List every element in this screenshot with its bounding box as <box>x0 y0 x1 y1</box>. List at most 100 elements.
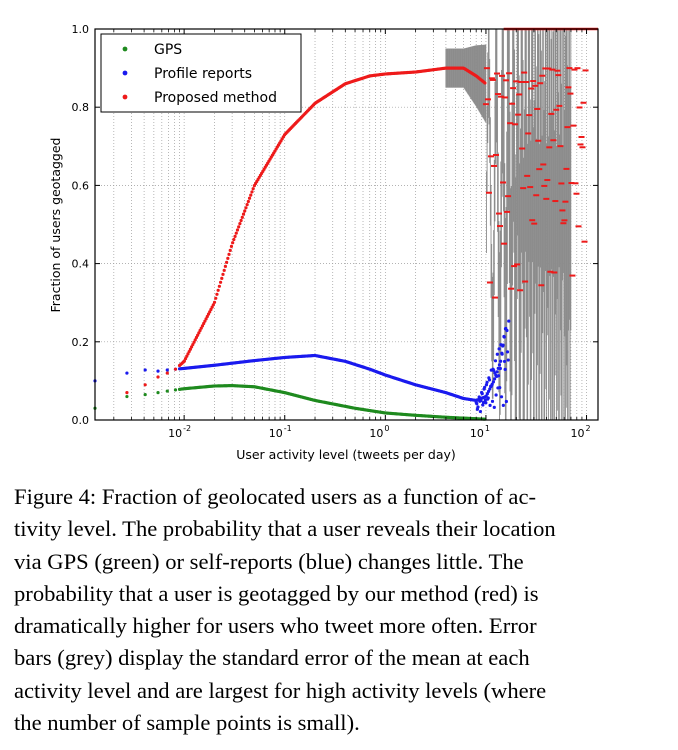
data-point <box>211 303 215 307</box>
data-point <box>244 206 248 210</box>
figure-caption: Figure 4: Fraction of geolocated users a… <box>14 481 662 739</box>
caption-line: bars (grey) display the standard error o… <box>14 645 530 671</box>
data-point <box>501 344 505 348</box>
data-point <box>243 209 247 213</box>
data-point <box>498 366 502 371</box>
data-point <box>165 371 169 375</box>
data-point <box>498 386 502 390</box>
data-point <box>225 260 229 264</box>
data-point <box>492 405 496 409</box>
legend-entry-profile-reports: Profile reports <box>122 66 252 82</box>
data-point <box>497 363 502 367</box>
x-tick-exponent: 0 <box>384 424 389 433</box>
plot-frame <box>94 28 599 421</box>
data-point <box>220 276 224 280</box>
data-point <box>485 392 489 396</box>
data-point <box>481 403 485 407</box>
data-point <box>477 395 481 399</box>
y-axis-label: Fraction of users geotagged <box>48 138 63 313</box>
data-point <box>223 264 228 268</box>
data-point <box>486 389 491 393</box>
data-point <box>173 367 178 371</box>
x-tick-label: 10 1 <box>470 424 490 440</box>
x-tick-label: 10 2 <box>571 424 591 440</box>
data-point <box>125 394 129 399</box>
data-point <box>245 203 249 207</box>
y-tick-label: 0.2 <box>72 336 90 349</box>
data-point <box>240 215 244 219</box>
caption-line: dramatically higher for users who tweet … <box>14 613 537 639</box>
data-point <box>238 222 242 226</box>
data-point <box>251 187 255 191</box>
data-point <box>481 400 486 405</box>
x-tick-label: 10 -1 <box>269 424 292 440</box>
data-point <box>484 394 488 398</box>
x-tick-base: 10 <box>470 427 484 440</box>
legend-entries: GPS Profile reports Proposed method <box>122 42 277 106</box>
data-point <box>490 383 494 387</box>
data-point <box>483 385 487 389</box>
data-point <box>493 359 498 363</box>
data-point <box>233 234 237 238</box>
data-point <box>165 368 169 372</box>
legend-entry-proposed-method: Proposed method <box>122 90 277 106</box>
data-point <box>156 369 160 373</box>
data-point <box>502 359 507 364</box>
series-profile-reports <box>93 319 511 414</box>
x-tick-exponent: -1 <box>284 424 292 433</box>
data-point <box>494 393 498 397</box>
data-point <box>247 196 252 200</box>
data-point <box>229 244 234 248</box>
x-tick-exponent: 1 <box>485 424 490 433</box>
data-point <box>503 367 507 371</box>
caption-line: tivity level. The probability that a use… <box>14 516 556 542</box>
data-point <box>125 371 129 375</box>
x-tick-exponent: 2 <box>586 424 591 433</box>
data-point <box>216 288 220 292</box>
data-point <box>221 272 225 276</box>
data-point <box>486 396 490 400</box>
data-point <box>165 389 169 393</box>
data-point <box>239 218 243 223</box>
figure-4-chart: 0.00.20.40.60.81.010 -2 10 -1 10 0 10 1 10 2 User… <box>48 23 599 462</box>
legend-box <box>100 33 302 113</box>
x-tick-base: 10 <box>571 427 585 440</box>
data-point <box>125 391 129 395</box>
data-point <box>500 352 504 356</box>
legend-label: Proposed method <box>154 90 277 106</box>
data-point <box>156 375 160 379</box>
x-tick-label: 10 -2 <box>168 424 191 440</box>
data-point <box>250 190 254 194</box>
data-point <box>479 398 483 403</box>
y-tick-label: 1.0 <box>72 23 90 36</box>
data-point <box>493 371 497 375</box>
data-point <box>234 231 238 235</box>
y-tick-label: 0.4 <box>72 258 90 271</box>
caption-line: via GPS (green) or self-reports (blue) c… <box>14 548 524 574</box>
data-point <box>488 387 492 391</box>
caption-line: probability that a user is geotagged by … <box>14 580 539 606</box>
caption-line: activity level and are largest for high … <box>14 677 547 703</box>
caption-line: Figure 4: Fraction of geolocated users a… <box>14 484 536 509</box>
data-point <box>227 252 231 256</box>
data-point <box>143 368 147 372</box>
legend-label: GPS <box>154 42 182 58</box>
legend-entry-gps: GPS <box>122 42 182 58</box>
data-point <box>499 359 503 363</box>
data-point <box>215 292 219 296</box>
data-point <box>496 374 501 378</box>
data-point <box>246 199 250 204</box>
data-point <box>493 377 497 381</box>
legend-marker <box>122 94 128 100</box>
data-point <box>483 398 487 402</box>
data-point <box>218 280 223 284</box>
legend-marker <box>122 70 128 76</box>
y-tick-label: 0.0 <box>72 414 90 427</box>
data-point <box>480 392 484 396</box>
x-tick-base: 10 <box>269 427 283 440</box>
data-point <box>217 284 221 288</box>
data-point <box>212 300 217 304</box>
legend: GPS Profile reports Proposed method <box>100 33 302 113</box>
y-tick-label: 0.6 <box>72 179 90 192</box>
legend-label: Profile reports <box>154 66 252 82</box>
